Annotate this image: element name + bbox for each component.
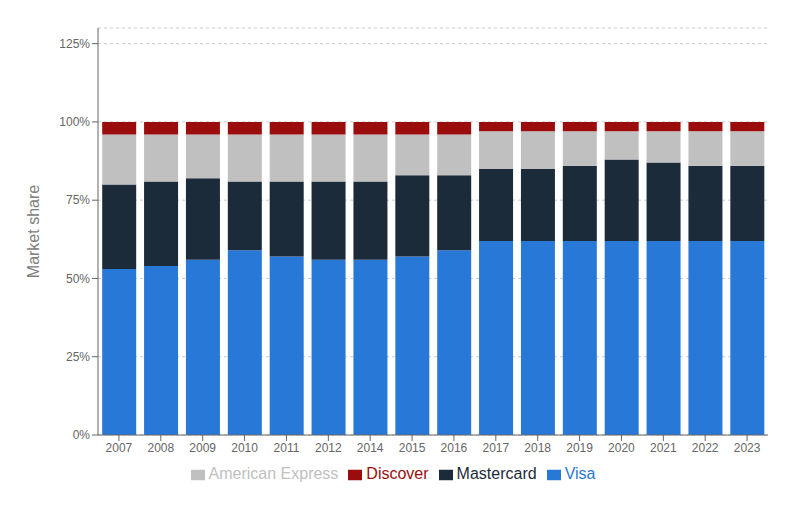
- svg-text:2020: 2020: [608, 441, 635, 455]
- svg-text:2015: 2015: [399, 441, 426, 455]
- svg-text:2017: 2017: [482, 441, 509, 455]
- svg-text:2023: 2023: [734, 441, 761, 455]
- svg-text:2011: 2011: [274, 441, 300, 455]
- html-text:Visa: Visa: [564, 465, 596, 482]
- svg-text:2009: 2009: [189, 441, 216, 455]
- svg-text:2019: 2019: [566, 441, 593, 455]
- svg-text:25%: 25%: [66, 350, 90, 364]
- svg-text:2021: 2021: [650, 441, 677, 455]
- svg-text:2016: 2016: [441, 441, 468, 455]
- svg-text:2014: 2014: [357, 441, 384, 455]
- svg-text:2022: 2022: [692, 441, 719, 455]
- html-text:Discover: Discover: [366, 465, 429, 482]
- svg-text:50%: 50%: [66, 272, 90, 286]
- svg-text:75%: 75%: [66, 193, 90, 207]
- svg-text:2008: 2008: [147, 441, 174, 455]
- svg-text:2018: 2018: [524, 441, 551, 455]
- html-text:American Express: American Express: [208, 465, 339, 482]
- svg-text:Market share: Market share: [25, 185, 42, 278]
- svg-text:2007: 2007: [106, 441, 133, 455]
- svg-text:100%: 100%: [59, 115, 90, 129]
- svg-text:2010: 2010: [231, 441, 258, 455]
- svg-text:0%: 0%: [73, 428, 91, 442]
- html-text:Mastercard: Mastercard: [456, 465, 537, 482]
- svg-text:2012: 2012: [315, 441, 342, 455]
- svg-text:125%: 125%: [59, 37, 90, 51]
